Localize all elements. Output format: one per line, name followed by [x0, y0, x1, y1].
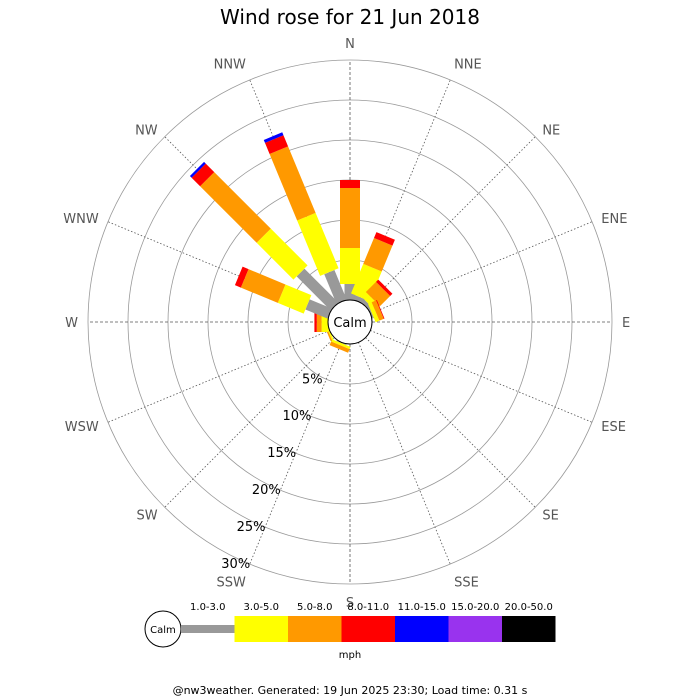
petal-segment [376, 300, 385, 319]
grid-spoke [107, 330, 330, 423]
petal-segment [277, 284, 312, 314]
petal-segment [296, 268, 339, 311]
legend-swatch [502, 616, 556, 642]
legend-label: 8.0-11.0 [347, 602, 389, 613]
legend-label: 3.0-5.0 [244, 602, 279, 613]
direction-labels: N NNE NE ENE E ESE SE SSE S SSW SW WSW W WNW NW NNW [63, 37, 630, 611]
petal-nne [351, 232, 395, 304]
petal-segment [191, 163, 215, 187]
ring-labels: 5% 10% 15% 20% 25% 30% [221, 372, 322, 572]
petal-ene [367, 300, 385, 323]
grid-ring [87, 59, 613, 585]
petal-segment [376, 279, 393, 296]
grid-spoke [365, 136, 536, 307]
grid-spoke [164, 337, 335, 508]
footer-text: @nw3weather. Generated: 19 Jun 2025 23:3… [173, 684, 528, 697]
direction-label-nne: NNE [454, 58, 482, 73]
ring-label: 5% [302, 372, 323, 387]
direction-label-se: SE [542, 508, 558, 523]
direction-label-w: W [65, 316, 78, 331]
grid-spoke [365, 337, 536, 508]
petal-segment [373, 232, 395, 246]
chart-grid [87, 59, 613, 585]
legend-label: 5.0-8.0 [297, 602, 332, 613]
petal-segment [264, 135, 289, 154]
wind-petals [189, 132, 395, 353]
legend-label: 11.0-15.0 [398, 602, 446, 613]
petal-segment [351, 263, 382, 302]
petal-segment [314, 312, 317, 332]
petal-segment [189, 161, 206, 178]
petal-segment [240, 269, 286, 303]
petal-segment [363, 237, 393, 272]
petal-nnw [263, 132, 347, 304]
calm-label: Calm [333, 316, 366, 331]
petal-segment [269, 146, 316, 221]
legend-label: 15.0-20.0 [451, 602, 499, 613]
petal-segment [365, 281, 391, 307]
petal-segment [340, 248, 360, 284]
legend-calm-label: Calm [150, 625, 176, 636]
direction-label-ene: ENE [601, 212, 627, 227]
petal-n [340, 180, 360, 300]
petal-segment [234, 266, 249, 288]
petal-segment [324, 270, 347, 304]
petal-segment [353, 295, 366, 304]
speed-legend: Calm 1.0-3.0 3.0-5.0 5.0-8.0 8.0-11.0 11.0-1… [144, 602, 556, 661]
legend-unit: mph [339, 650, 361, 661]
petal-segment [368, 307, 374, 319]
legend-label: 20.0-50.0 [505, 602, 553, 613]
ring-label: 10% [283, 409, 312, 424]
ring-label: 25% [237, 520, 266, 535]
petal-segment [200, 172, 271, 243]
direction-label-ese: ESE [601, 420, 626, 435]
petal-segment [305, 299, 332, 319]
legend-swatch [288, 616, 342, 642]
petal-segment [371, 300, 384, 321]
petal-segment [256, 228, 308, 280]
ring-label: 20% [252, 483, 281, 498]
direction-label-ne: NE [542, 124, 560, 139]
legend-swatch [448, 616, 502, 642]
grid-spoke [370, 330, 593, 423]
direction-label-ssw: SSW [217, 575, 247, 590]
petal-segment [297, 212, 339, 276]
petal-segment [340, 188, 360, 248]
petal-segment [329, 341, 350, 353]
direction-label-sse: SSE [454, 575, 479, 590]
direction-label-wsw: WSW [65, 420, 99, 435]
direction-label-e: E [622, 316, 630, 331]
legend-swatch [234, 616, 288, 642]
calm-circle: Calm [327, 299, 373, 345]
direction-label-sw: SW [137, 508, 158, 523]
legend-swatch [181, 625, 235, 633]
grid-spoke [249, 342, 342, 565]
direction-label-wnw: WNW [63, 212, 99, 227]
petal-segment [331, 339, 351, 350]
legend-swatch [395, 616, 449, 642]
petal-segment [367, 302, 380, 323]
petal-segment [340, 180, 360, 188]
grid-spoke [358, 342, 451, 565]
petal-segment [316, 312, 322, 332]
grid-spoke [370, 221, 593, 314]
direction-label-n: N [345, 37, 355, 52]
petal-segment [263, 132, 284, 143]
petal-wnw [234, 266, 332, 319]
direction-label-s: S [346, 596, 354, 611]
legend-swatch [341, 616, 395, 642]
direction-label-nnw: NNW [214, 58, 246, 73]
petal-segment [344, 284, 356, 300]
ring-label: 15% [267, 446, 296, 461]
chart-title: Wind rose for 21 Jun 2018 [220, 5, 480, 29]
ring-label: 30% [221, 557, 250, 572]
direction-label-nw: NW [135, 124, 158, 139]
petal-nw [189, 161, 339, 311]
legend-label: 1.0-3.0 [190, 602, 225, 613]
